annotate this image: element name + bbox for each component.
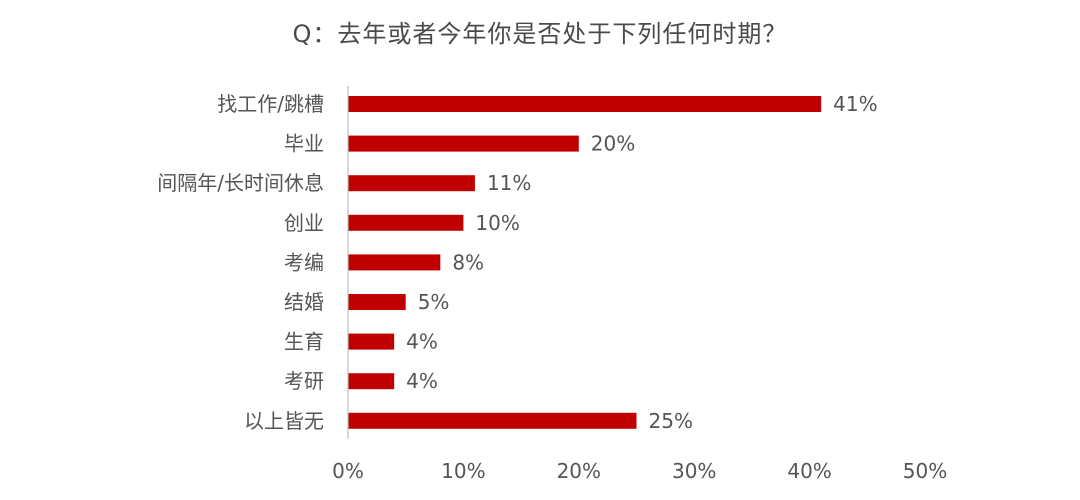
category-label: 创业 [284, 211, 324, 235]
bar [348, 373, 395, 390]
category-label: 生育 [284, 330, 324, 354]
x-tick-label: 50% [903, 459, 947, 483]
x-tick-label: 40% [787, 459, 831, 483]
bar [348, 96, 822, 112]
category-label: 考编 [284, 250, 324, 274]
x-tick-label: 10% [441, 459, 485, 483]
value-label: 25% [649, 409, 693, 433]
bar [348, 412, 637, 429]
bar [348, 333, 395, 350]
bar [348, 135, 579, 152]
value-label: 8% [452, 250, 484, 274]
value-label: 41% [833, 92, 877, 116]
bar [348, 175, 475, 192]
bar [348, 214, 464, 231]
value-labels: 41% 20% 11% 10% 8%5% 4% 4% 25% [406, 92, 877, 433]
category-label: 考研 [284, 369, 324, 393]
value-label: 5% [418, 290, 450, 314]
category-label: 以上皆无 [244, 409, 324, 433]
bar [348, 254, 441, 271]
category-label: 毕业 [284, 132, 324, 156]
x-tick-label: 0% [332, 459, 364, 483]
value-label: 4% [406, 369, 438, 393]
category-label: 找工作/跳槽 [217, 92, 324, 116]
bars [348, 96, 822, 429]
x-tick-label: 20% [557, 459, 601, 483]
chart-title: Q：去年或者今年你是否处于下列任何时期？ [292, 20, 788, 48]
x-tick-labels: 0% 10% 20% 30% 40% 50% [332, 459, 947, 483]
x-tick-label: 30% [672, 459, 716, 483]
value-label: 11% [487, 171, 531, 195]
value-label: 10% [475, 211, 519, 235]
category-label: 结婚 [284, 290, 324, 314]
category-label: 间隔年/长时间休息 [157, 171, 324, 195]
value-label: 20% [591, 132, 635, 156]
bar [348, 294, 406, 310]
value-label: 4% [406, 330, 438, 354]
